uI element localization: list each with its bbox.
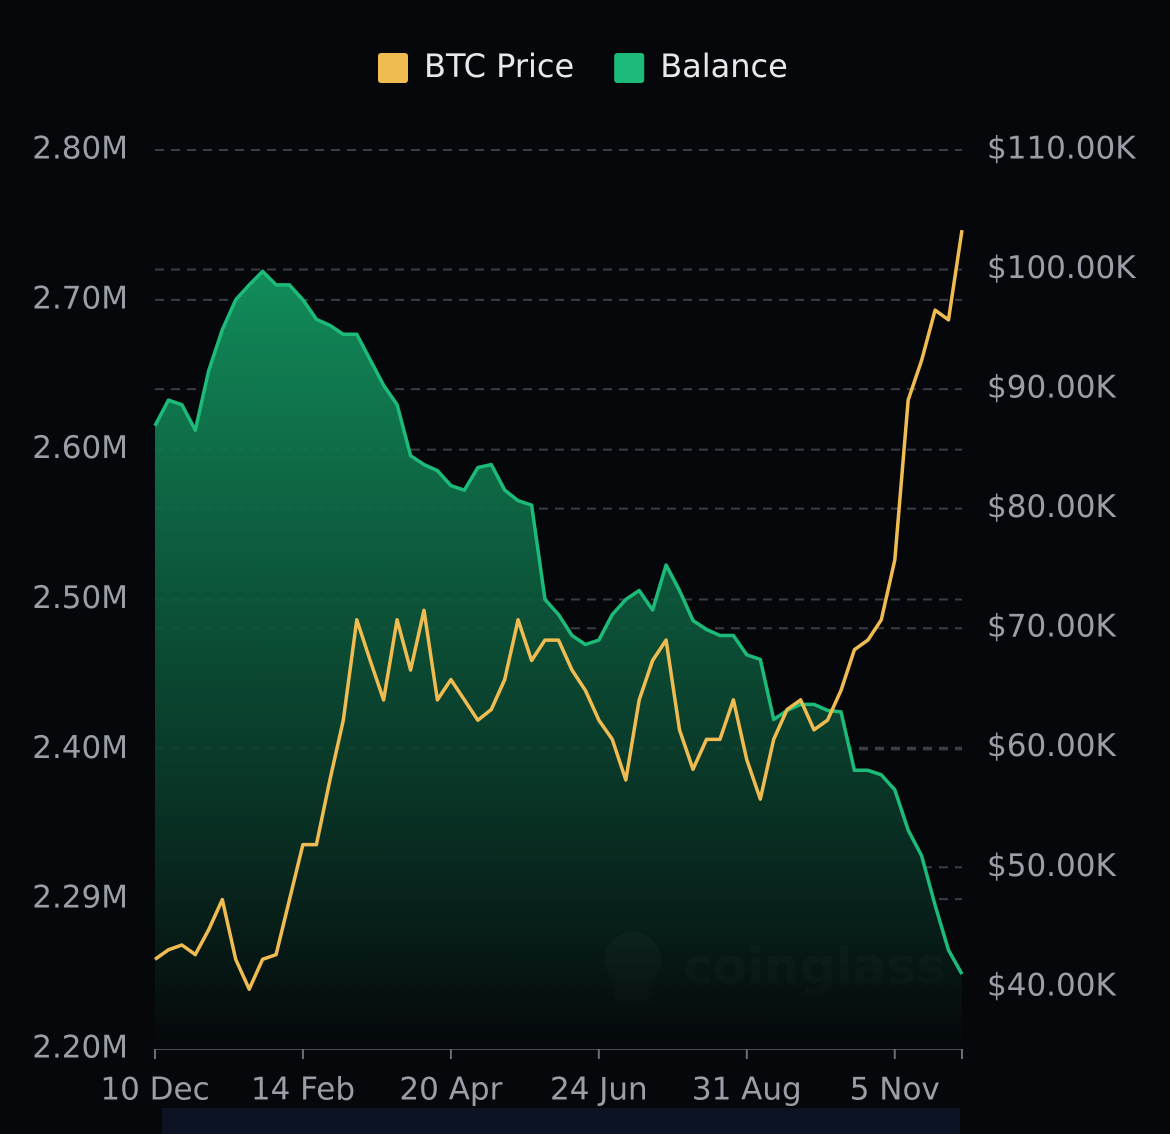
y2-tick-label: $70.00K	[987, 609, 1116, 645]
x-tick-label: 14 Feb	[251, 1072, 355, 1108]
x-tick-label: 5 Nov	[850, 1072, 940, 1108]
legend-label: BTC Price	[424, 47, 574, 85]
x-tick-label: 20 Apr	[399, 1072, 502, 1108]
legend-label: Balance	[660, 47, 788, 85]
y2-tick-label: $50.00K	[987, 848, 1116, 884]
line	[153, 229, 964, 991]
y-tick-label: 2.70M	[32, 280, 128, 316]
legend-swatch	[378, 53, 408, 83]
area	[155, 271, 962, 1049]
y2-tick-label: $40.00K	[987, 967, 1116, 1003]
legend-swatch	[614, 53, 645, 83]
y-tick-label: 2.20M	[32, 1030, 128, 1066]
scroll-strip	[162, 1108, 960, 1134]
y-tick-label: 2.50M	[32, 580, 128, 616]
line	[153, 269, 964, 975]
x-tick-label: 10 Dec	[100, 1072, 209, 1108]
y2-tick-label: $100.00K	[987, 250, 1136, 286]
x-tick-label: 24 Jun	[550, 1072, 648, 1108]
x-tick-label: 31 Aug	[692, 1072, 802, 1108]
y-tick-label: 2.80M	[32, 131, 128, 167]
y2-tick-label: $60.00K	[987, 728, 1116, 764]
y-tick-label: 2.60M	[32, 430, 128, 466]
y2-tick-label: $90.00K	[987, 370, 1116, 406]
y2-tick-label: $110.00K	[987, 131, 1136, 167]
y2-tick-label: $80.00K	[987, 489, 1116, 525]
y-tick-label: 2.40M	[32, 730, 128, 766]
y-tick-label: 2.29M	[32, 880, 128, 916]
